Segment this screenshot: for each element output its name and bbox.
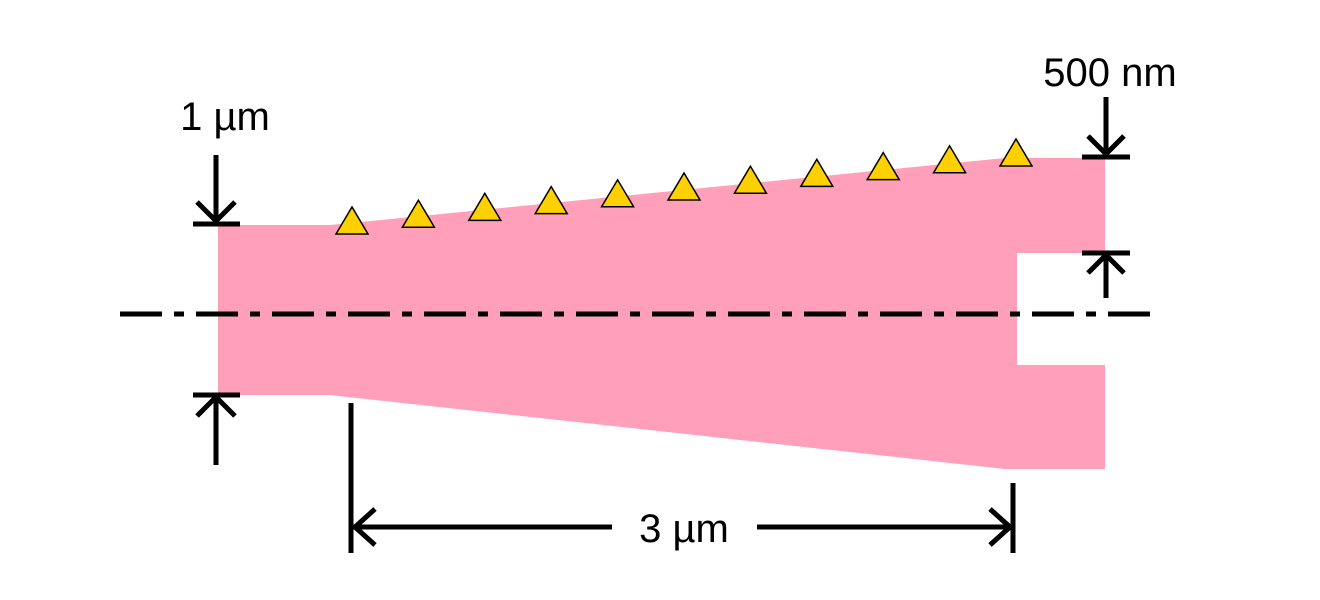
length-right-arrow-head <box>988 507 1014 547</box>
triangle-marker <box>533 185 569 215</box>
triangle-marker <box>733 164 768 194</box>
triangle-marker <box>401 198 436 228</box>
left-width-dimension <box>193 155 240 465</box>
right-bottom-arrow-head <box>1086 251 1126 275</box>
left-bottom-arrow-head <box>195 393 237 418</box>
length-left-arrow-head <box>351 507 377 547</box>
left-width-label: 1 µm <box>180 95 270 139</box>
triangle-marker <box>998 137 1034 167</box>
triangle-marker <box>467 191 503 222</box>
left-top-arrow-head <box>195 200 237 225</box>
triangle-marker <box>334 205 370 235</box>
triangle-marker <box>600 178 635 208</box>
right-width-dimension <box>1082 97 1130 298</box>
triangle-marker <box>799 157 835 188</box>
triangle-marker <box>932 144 967 174</box>
right-width-label: 500 nm <box>1043 51 1176 95</box>
right-top-arrow-head <box>1086 134 1126 158</box>
length-label: 3 µm <box>639 507 729 551</box>
triangle-markers <box>334 137 1034 235</box>
triangle-marker <box>666 171 702 201</box>
length-dimension <box>348 403 1016 553</box>
triangle-marker <box>865 151 901 181</box>
